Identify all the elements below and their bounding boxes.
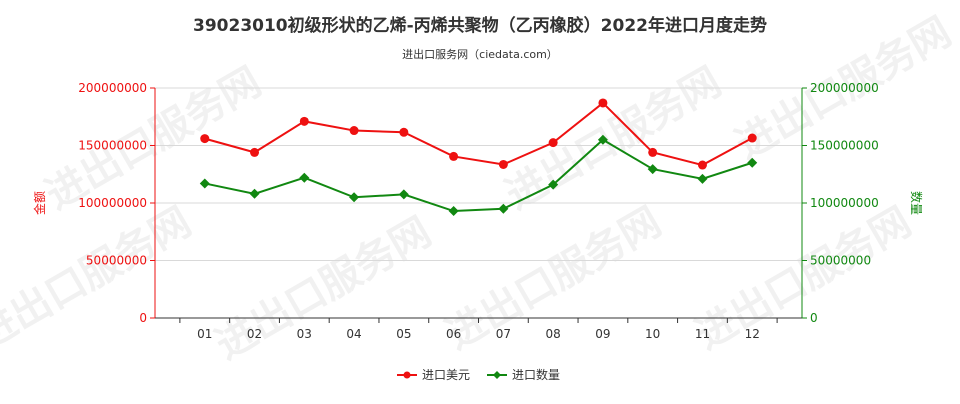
watermark-text: 进出口服务网 [208,209,439,369]
left-tick-label: 200000000 [78,81,147,95]
series-2-point [448,206,459,217]
x-tick-label: 04 [346,327,361,341]
series-1-point [648,147,658,157]
x-tick-label: 09 [595,327,610,341]
series-1-point [200,134,210,144]
right-tick-label: 200000000 [810,81,879,95]
watermark-text: 进出口服务网 [688,199,919,359]
x-tick-label: 07 [496,327,511,341]
series-1-point [349,126,359,136]
watermark-text: 进出口服务网 [38,59,269,219]
series-2-point [747,157,758,168]
left-tick-label: 100000000 [78,196,147,210]
series-1-point [299,116,309,126]
right-axis-label: 数量 [909,191,924,215]
series-2-point [548,179,559,190]
left-tick-label: 50000000 [86,254,147,268]
series-1-point [498,159,508,169]
legend: 进口美元 进口数量 [397,367,560,382]
x-tick-label: 05 [396,327,411,341]
series-2-point [199,178,210,189]
series-line-1 [204,101,753,167]
series-1-point [399,127,409,137]
series-2-point [249,188,260,199]
gridlines [155,87,802,319]
series-1-point [250,147,260,157]
legend-label-1: 进口美元 [422,368,470,382]
series-2-point [647,164,658,175]
series-2-point [349,192,360,203]
series-2-point [398,189,409,200]
chart-title: 39023010初级形状的乙烯-丙烯共聚物（乙丙橡胶）2022年进口月度走势 [193,15,767,36]
left-tick-label: 150000000 [78,139,147,153]
right-tick-label: 0 [810,311,818,325]
axes: 0500000001000000001500000002000000000500… [32,81,924,341]
series-2-point [697,173,708,184]
legend-marker-2 [493,371,501,379]
x-tick-label: 03 [297,327,312,341]
left-axis-label: 金额 [32,191,47,215]
series-1-point [747,133,757,143]
series-1-point [548,138,558,148]
series-layer [199,98,758,217]
legend-label-2: 进口数量 [512,367,560,382]
x-tick-label: 02 [247,327,262,341]
x-tick-label: 08 [546,327,561,341]
right-tick-label: 150000000 [810,139,879,153]
legend-marker-1 [403,371,411,379]
series-2-point [299,172,310,183]
chart-subtitle: 进出口服务网（ciedata.com） [402,47,558,61]
left-tick-label: 0 [139,311,147,325]
x-tick-label: 12 [745,327,760,341]
series-1-point [598,98,608,108]
series-2-point [597,134,608,145]
x-tick-label: 01 [197,327,212,341]
x-tick-label: 06 [446,327,461,341]
series-2-point [498,203,509,214]
x-tick-label: 11 [695,327,710,341]
right-tick-label: 50000000 [810,254,871,268]
watermark-text: 进出口服务网 [0,199,199,359]
x-tick-label: 10 [645,327,660,341]
right-tick-label: 100000000 [810,196,879,210]
series-1-point [449,151,459,161]
series-line-2 [204,138,753,213]
series-1-point [697,160,707,170]
